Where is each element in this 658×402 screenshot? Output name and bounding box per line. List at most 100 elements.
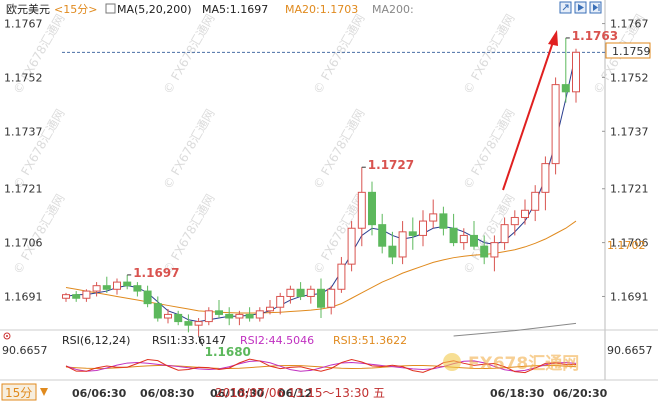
y-tick-label: 1.1737 — [610, 125, 649, 138]
candle-body — [123, 281, 132, 287]
candle-body — [327, 288, 336, 308]
candle-body — [398, 231, 407, 258]
watermark-text: © FX678汇通网 — [160, 107, 217, 192]
candle-body — [419, 220, 427, 236]
chart-tool-icons — [559, 1, 602, 14]
rsi-left-value: 90.6657 — [2, 344, 48, 357]
candle-body — [337, 263, 346, 290]
y-tick-label: 1.1767 — [610, 18, 649, 31]
symbol-title: 欧元美元 — [6, 3, 50, 16]
candle-body — [102, 285, 111, 290]
rsi-settings-label[interactable]: RSI(6,12,24) — [62, 334, 130, 347]
ma20-value: MA20:1.1703 — [285, 3, 358, 16]
crosshair-datetime: 2018/07/06 13:15～13:30 五 — [215, 386, 385, 400]
watermark-text: © FX678汇通网 — [310, 12, 367, 97]
candle-body — [62, 294, 70, 299]
current-price-label: 1.1759 — [612, 45, 651, 58]
watermark-text: © FX678汇通网 — [10, 107, 67, 192]
candle-body — [551, 84, 560, 165]
x-tick-label: 06/10:30 — [210, 387, 265, 400]
candle-body — [164, 313, 172, 319]
price-annotations: 1.1763 1.1727 1.1697 1.1680 — [127, 29, 618, 359]
annotation-label: 1.1680 — [205, 345, 251, 359]
y-tick-label: 1.1737 — [4, 125, 43, 138]
candle-body — [378, 224, 387, 247]
rsi1-line — [65, 358, 577, 374]
annotation-label: 1.1697 — [133, 266, 179, 280]
candle-body — [429, 213, 438, 222]
candlestick-series — [62, 37, 580, 336]
candle-body — [72, 294, 81, 299]
rsi2-value: RSI2:44.5046 — [240, 334, 314, 347]
next-icon-glyph — [593, 4, 598, 11]
fx678-logo: FX678汇通网 — [443, 353, 579, 374]
candle-body — [92, 285, 101, 292]
candle-body — [541, 163, 550, 193]
annotation-label: 1.1727 — [368, 158, 414, 172]
ma200-line — [453, 322, 577, 337]
ma-toggle-checkbox[interactable] — [105, 3, 116, 14]
rsi1-value: RSI1:33.6147 — [152, 334, 226, 347]
y-tick-label: 1.1721 — [4, 183, 43, 196]
ma5-value: MA5:1.1697 — [202, 3, 268, 16]
candle-body — [184, 321, 193, 326]
watermark-text: © FX678汇通网 — [460, 12, 517, 97]
candle-body — [296, 288, 305, 297]
candle-body — [286, 288, 295, 297]
rsi-settings-icon[interactable] — [3, 332, 11, 340]
ma20-price-label: 1.1702 — [607, 239, 646, 252]
candle-body — [531, 191, 540, 211]
candle-body — [480, 245, 489, 258]
trend-arrow-line — [502, 41, 554, 191]
y-tick-label: 1.1767 — [4, 18, 43, 31]
ma-settings-label[interactable]: MA(5,20,200) — [117, 3, 192, 16]
candle-body — [194, 321, 203, 326]
y-tick-label: 1.1752 — [610, 71, 649, 84]
candle-body — [459, 234, 468, 244]
period-selector-button[interactable] — [1, 383, 37, 401]
x-tick-label: 06/20:30 — [553, 387, 608, 400]
period-label[interactable]: <15分> — [54, 3, 97, 16]
x-tick-label: 06/08:30 — [140, 387, 195, 400]
candle-body — [408, 231, 417, 236]
candle-body — [174, 313, 183, 323]
rsi-right-value: 90.6657 — [607, 344, 653, 357]
y-tick-label: 1.1691 — [610, 290, 649, 303]
candle-body — [133, 285, 142, 292]
candle-body — [153, 303, 162, 319]
expand-icon-glyph — [562, 4, 569, 11]
candle-body — [449, 227, 458, 244]
y-tick-label: 1.1706 — [4, 237, 43, 250]
candle-body — [235, 313, 244, 319]
candle-body — [572, 51, 580, 93]
y-tick-label: 1.1706 — [610, 237, 649, 250]
annotation-pointer — [198, 335, 204, 347]
candle-body — [82, 290, 91, 299]
candle-body — [510, 216, 519, 226]
candle-body — [225, 313, 234, 319]
trend-arrow-head — [548, 30, 558, 46]
play-icon-glyph — [578, 4, 584, 11]
watermark-text: © FX678汇通网 — [160, 12, 217, 97]
x-axis-ticks: 06/06:30 06/08:30 06/10:30 06/12 06/18:30 06/… — [72, 387, 608, 400]
candle-body — [113, 281, 121, 290]
rsi3-value: RSI3:51.3622 — [333, 334, 407, 347]
watermark-text: © FX678汇通网 — [460, 107, 517, 192]
candle-body — [470, 234, 478, 247]
candle-body — [561, 84, 570, 93]
current-price-box — [605, 42, 651, 59]
candle-body — [204, 310, 213, 323]
candle-body — [357, 191, 366, 229]
rsi3-line — [65, 364, 577, 369]
candle-body — [306, 288, 315, 297]
period-dropdown-icon[interactable] — [40, 388, 48, 396]
candle-body — [317, 288, 325, 308]
fx678-logo-text: FX678汇通网 — [468, 354, 579, 374]
y-axis-ticks: 1.1767 1.1767 1.1752 1.1752 1.1737 1.1737 1.17… — [4, 18, 649, 304]
rsi-lines — [65, 358, 577, 374]
period-selector-label: 15分 — [5, 386, 32, 400]
candle-body — [490, 242, 499, 258]
candle-body — [388, 245, 397, 258]
candle-body — [439, 213, 448, 229]
